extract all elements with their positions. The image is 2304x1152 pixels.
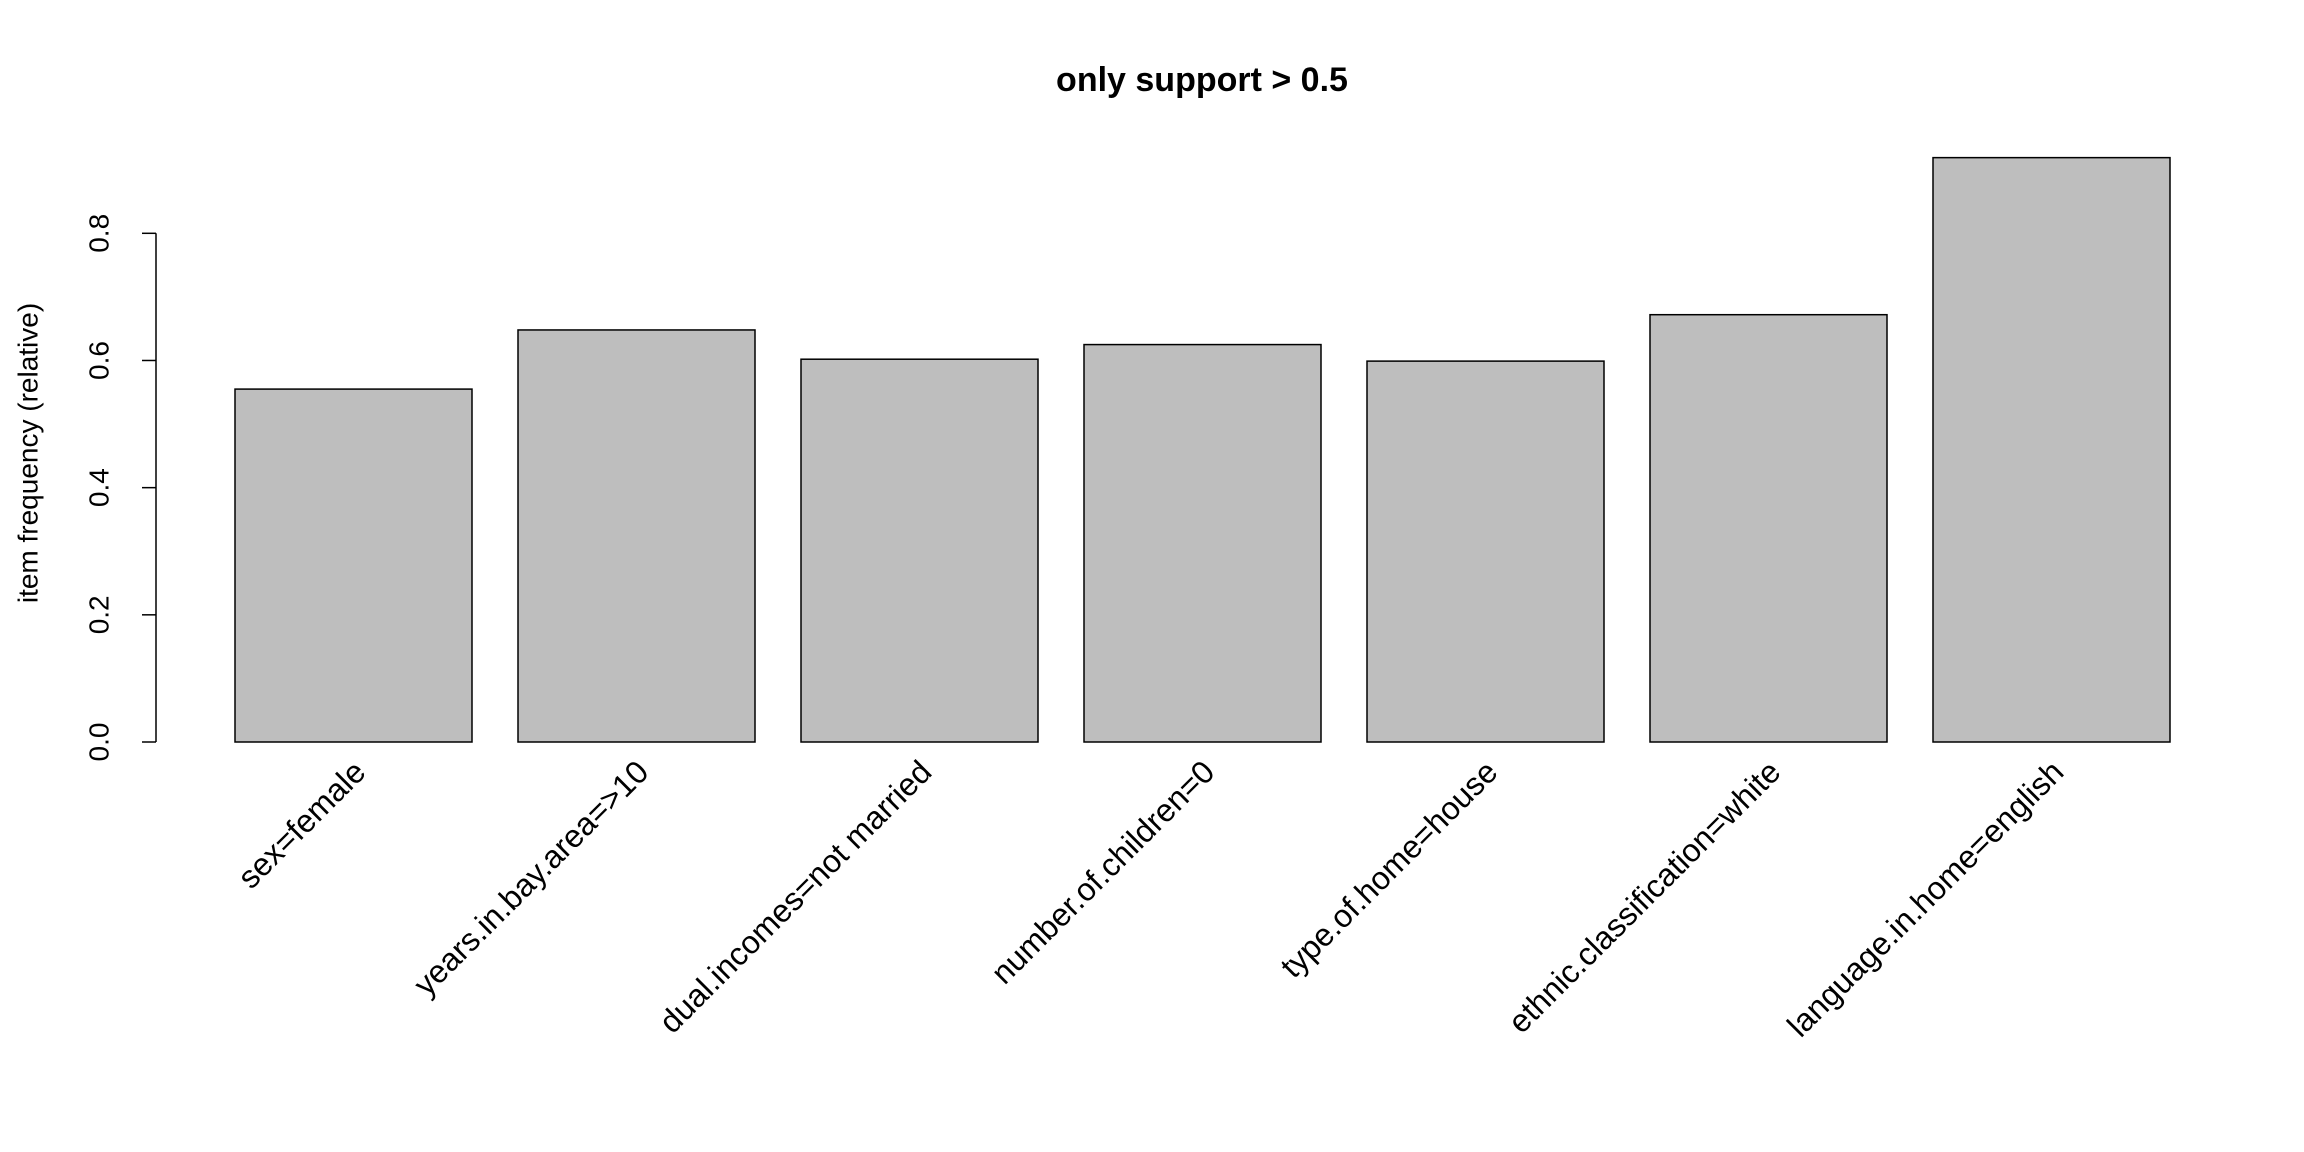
y-tick-label: 0.8	[83, 214, 114, 253]
bar	[1649, 313, 1888, 743]
y-tick-label: 0.6	[83, 341, 114, 380]
bar	[1366, 360, 1605, 743]
y-tick-label: 0.2	[83, 595, 114, 634]
bar	[234, 388, 473, 743]
bar	[517, 329, 756, 743]
y-tick-label: 0.0	[83, 723, 114, 762]
bar	[1932, 156, 2171, 743]
y-tick-label: 0.4	[83, 468, 114, 507]
bar	[800, 358, 1039, 743]
y-axis-label: item frequency (relative)	[12, 303, 43, 603]
chart-title: only support > 0.5	[1056, 61, 1348, 99]
bar	[1083, 343, 1322, 743]
